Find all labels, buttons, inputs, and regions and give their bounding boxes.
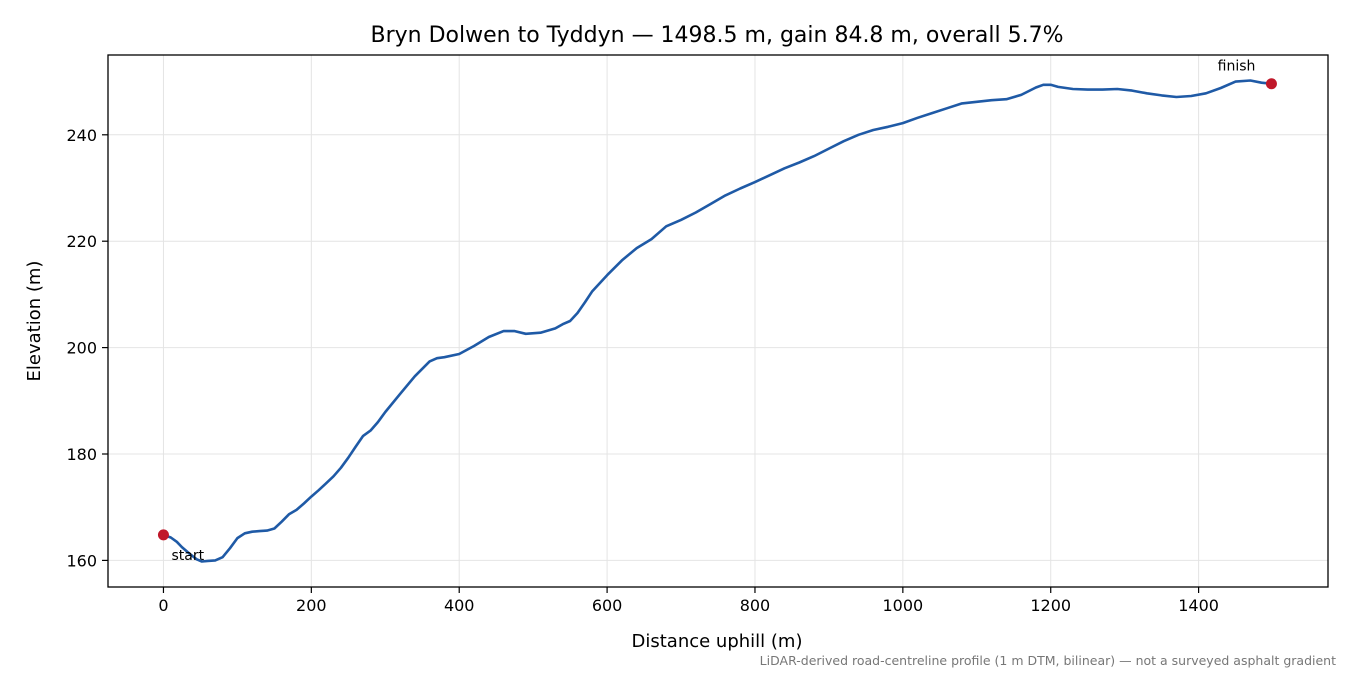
elevation-line bbox=[162, 79, 1273, 563]
y-tick-label: 200 bbox=[66, 339, 97, 358]
finish-marker bbox=[1265, 78, 1277, 90]
start-label: start bbox=[171, 548, 204, 564]
x-tick-label: 1200 bbox=[1030, 596, 1071, 615]
axis-ticks: 0 200 400 600 800 1000 1200 1400 160 180 200 220 240 bbox=[66, 126, 1219, 615]
chart-title: Bryn Dolwen to Tyddyn — 1498.5 m, gain 8… bbox=[371, 23, 1064, 48]
x-axis-label: Distance uphill (m) bbox=[632, 631, 803, 652]
x-tick-label: 400 bbox=[444, 596, 475, 615]
finish-label: finish bbox=[1218, 59, 1256, 75]
gridlines bbox=[108, 55, 1328, 587]
x-tick-label: 0 bbox=[158, 596, 168, 615]
x-tick-label: 200 bbox=[296, 596, 327, 615]
plot-frame bbox=[107, 54, 1329, 588]
x-tick-label: 1000 bbox=[882, 596, 923, 615]
y-tick-label: 220 bbox=[66, 232, 97, 251]
y-tick-label: 240 bbox=[66, 126, 97, 145]
plot-data: start finish bbox=[157, 59, 1277, 564]
footnote: LiDAR-derived road-centreline profile (1… bbox=[760, 653, 1336, 668]
x-tick-label: 600 bbox=[592, 596, 623, 615]
y-axis-label: Elevation (m) bbox=[24, 261, 45, 382]
y-tick-label: 180 bbox=[66, 445, 97, 464]
start-marker bbox=[157, 529, 169, 541]
x-tick-label: 800 bbox=[740, 596, 771, 615]
x-tick-label: 1400 bbox=[1178, 596, 1219, 615]
y-tick-label: 160 bbox=[66, 551, 97, 570]
